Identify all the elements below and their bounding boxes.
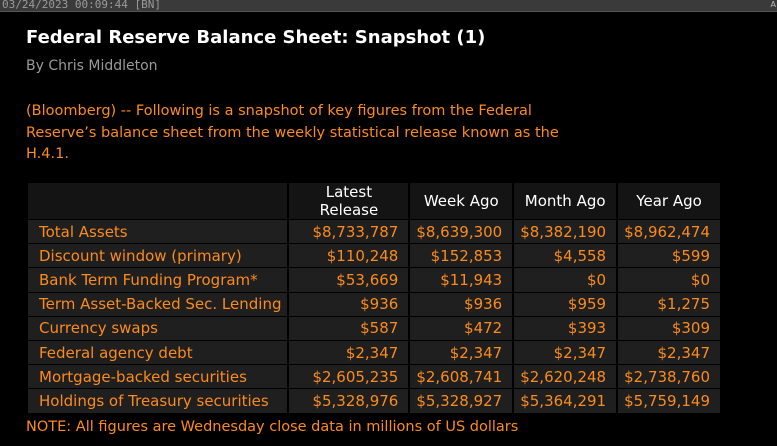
table-row: Total Assets $8,733,787 $8,639,300 $8,38… (28, 218, 720, 244)
cell-value: $8,962,474 (617, 218, 720, 244)
cell-value: $587 (288, 315, 411, 341)
header-month-ago: Month Ago (513, 183, 619, 220)
row-label: Federal agency debt (28, 339, 290, 365)
header-year-ago: Year Ago (617, 183, 720, 220)
story-body: (Bloomberg) -- Following is a snapshot o… (26, 103, 559, 162)
cell-value: $152,853 (409, 243, 515, 268)
cell-value: $8,382,190 (513, 218, 619, 244)
table-row: Currency swaps $587 $472 $393 $309 (28, 315, 720, 341)
cell-value: $110,248 (288, 243, 411, 268)
table-row: Bank Term Funding Program* $53,669 $11,9… (28, 267, 720, 293)
table-row: Mortgage-backed securities $2,605,235 $2… (28, 364, 720, 389)
corner-label[interactable]: A (770, 0, 776, 9)
cell-value: $599 (617, 243, 720, 268)
cell-value: $393 (513, 315, 619, 341)
cell-value: $2,347 (409, 339, 515, 365)
row-label: Discount window (primary) (28, 243, 290, 268)
row-label: Mortgage-backed securities (28, 364, 290, 389)
row-label: Holdings of Treasury securities (28, 388, 290, 413)
footnote: NOTE: All figures are Wednesday close da… (26, 419, 519, 435)
cell-value: $5,759,149 (617, 388, 720, 413)
cell-value: $2,608,741 (409, 364, 515, 389)
cell-value: $2,738,760 (617, 364, 720, 389)
row-label: Total Assets (28, 218, 290, 244)
cell-value: $2,605,235 (288, 364, 411, 389)
table-row: Discount window (primary) $110,248 $152,… (28, 243, 720, 268)
story-headline: Federal Reserve Balance Sheet: Snapshot … (26, 27, 486, 48)
row-label: Term Asset-Backed Sec. Lending (28, 291, 290, 317)
terminal-status-bar: 03/24/2023 00:09:44 [BN] A (0, 0, 777, 12)
cell-value: $959 (513, 291, 619, 317)
story-timestamp: 03/24/2023 00:09:44 [BN] (2, 0, 161, 11)
header-latest-release: Latest Release (288, 183, 411, 220)
cell-value: $11,943 (409, 267, 515, 293)
cell-value: $8,639,300 (409, 218, 515, 244)
cell-value: $53,669 (288, 267, 411, 293)
cell-value: $2,620,248 (513, 364, 619, 389)
table-row: Holdings of Treasury securities $5,328,9… (28, 388, 720, 413)
table-header-row: Latest Release Week Ago Month Ago Year A… (28, 183, 720, 220)
header-week-ago: Week Ago (409, 183, 515, 220)
cell-value: $5,328,976 (288, 388, 411, 413)
cell-value: $472 (409, 315, 515, 341)
header-blank-cell (28, 183, 290, 220)
cell-value: $0 (513, 267, 619, 293)
balance-sheet-table: Latest Release Week Ago Month Ago Year A… (28, 183, 720, 413)
row-label: Currency swaps (28, 315, 290, 341)
cell-value: $5,328,927 (409, 388, 515, 413)
cell-value: $5,364,291 (513, 388, 619, 413)
cell-value: $2,347 (617, 339, 720, 365)
cell-value: $0 (617, 267, 720, 293)
cell-value: $8,733,787 (288, 218, 411, 244)
table-row: Federal agency debt $2,347 $2,347 $2,347… (28, 339, 720, 365)
story-byline[interactable]: By Chris Middleton (26, 58, 158, 74)
row-label: Bank Term Funding Program* (28, 267, 290, 293)
cell-value: $1,275 (617, 291, 720, 317)
cell-value: $2,347 (513, 339, 619, 365)
cell-value: $936 (288, 291, 411, 317)
table-row: Term Asset-Backed Sec. Lending $936 $936… (28, 291, 720, 317)
cell-value: $2,347 (288, 339, 411, 365)
cell-value: $4,558 (513, 243, 619, 268)
cell-value: $936 (409, 291, 515, 317)
cell-value: $309 (617, 315, 720, 341)
